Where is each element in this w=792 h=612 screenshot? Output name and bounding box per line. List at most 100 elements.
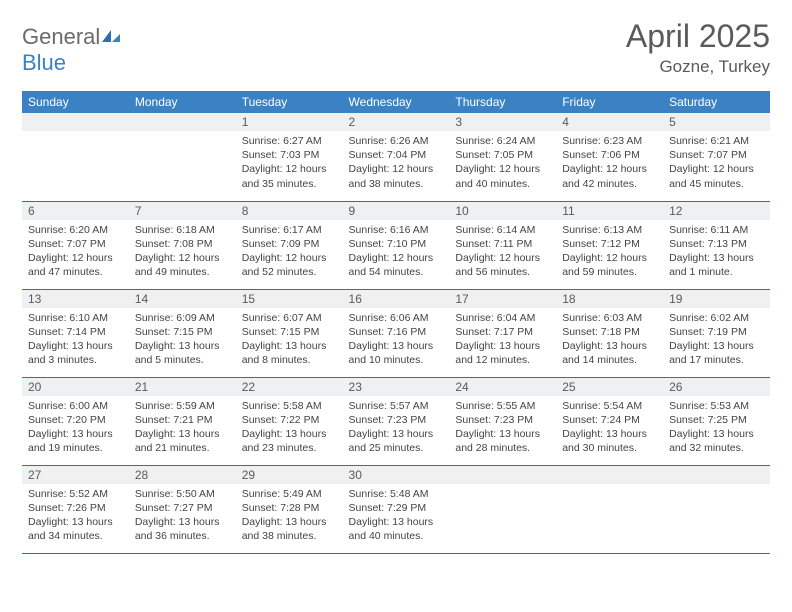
logo-sail-icon	[100, 28, 122, 44]
calendar-week-row: 27Sunrise: 5:52 AMSunset: 7:26 PMDayligh…	[22, 465, 770, 553]
day-number: 18	[556, 290, 663, 308]
calendar-week-row: 6Sunrise: 6:20 AMSunset: 7:07 PMDaylight…	[22, 201, 770, 289]
calendar-cell	[129, 113, 236, 201]
calendar-cell: 14Sunrise: 6:09 AMSunset: 7:15 PMDayligh…	[129, 289, 236, 377]
day-content: Sunrise: 6:27 AMSunset: 7:03 PMDaylight:…	[236, 131, 343, 195]
day-number: 23	[343, 378, 450, 396]
day-content: Sunrise: 6:06 AMSunset: 7:16 PMDaylight:…	[343, 308, 450, 372]
calendar-cell: 15Sunrise: 6:07 AMSunset: 7:15 PMDayligh…	[236, 289, 343, 377]
day-number: 13	[22, 290, 129, 308]
day-number-empty	[22, 113, 129, 131]
day-content: Sunrise: 6:26 AMSunset: 7:04 PMDaylight:…	[343, 131, 450, 195]
calendar-cell	[22, 113, 129, 201]
day-number: 29	[236, 466, 343, 484]
logo-text: GeneralBlue	[22, 24, 122, 76]
weekday-header: Wednesday	[343, 91, 450, 113]
day-number: 20	[22, 378, 129, 396]
day-content: Sunrise: 6:17 AMSunset: 7:09 PMDaylight:…	[236, 220, 343, 284]
day-content: Sunrise: 6:18 AMSunset: 7:08 PMDaylight:…	[129, 220, 236, 284]
weekday-header: Saturday	[663, 91, 770, 113]
title-block: April 2025 Gozne, Turkey	[626, 18, 770, 77]
calendar-cell: 2Sunrise: 6:26 AMSunset: 7:04 PMDaylight…	[343, 113, 450, 201]
day-number: 11	[556, 202, 663, 220]
day-number: 8	[236, 202, 343, 220]
day-content: Sunrise: 6:20 AMSunset: 7:07 PMDaylight:…	[22, 220, 129, 284]
day-number: 17	[449, 290, 556, 308]
day-number: 15	[236, 290, 343, 308]
calendar-cell: 18Sunrise: 6:03 AMSunset: 7:18 PMDayligh…	[556, 289, 663, 377]
logo-word2: Blue	[22, 50, 66, 75]
calendar-cell: 12Sunrise: 6:11 AMSunset: 7:13 PMDayligh…	[663, 201, 770, 289]
location: Gozne, Turkey	[626, 57, 770, 77]
calendar-cell: 13Sunrise: 6:10 AMSunset: 7:14 PMDayligh…	[22, 289, 129, 377]
day-number: 25	[556, 378, 663, 396]
calendar-cell: 6Sunrise: 6:20 AMSunset: 7:07 PMDaylight…	[22, 201, 129, 289]
calendar-cell: 22Sunrise: 5:58 AMSunset: 7:22 PMDayligh…	[236, 377, 343, 465]
calendar-cell: 25Sunrise: 5:54 AMSunset: 7:24 PMDayligh…	[556, 377, 663, 465]
day-number: 1	[236, 113, 343, 131]
weekday-header: Friday	[556, 91, 663, 113]
calendar-cell: 7Sunrise: 6:18 AMSunset: 7:08 PMDaylight…	[129, 201, 236, 289]
calendar-cell: 30Sunrise: 5:48 AMSunset: 7:29 PMDayligh…	[343, 465, 450, 553]
calendar-cell: 1Sunrise: 6:27 AMSunset: 7:03 PMDaylight…	[236, 113, 343, 201]
day-number: 22	[236, 378, 343, 396]
calendar-cell: 29Sunrise: 5:49 AMSunset: 7:28 PMDayligh…	[236, 465, 343, 553]
day-number: 24	[449, 378, 556, 396]
day-content: Sunrise: 6:04 AMSunset: 7:17 PMDaylight:…	[449, 308, 556, 372]
day-number: 9	[343, 202, 450, 220]
calendar-table: SundayMondayTuesdayWednesdayThursdayFrid…	[22, 91, 770, 554]
day-content: Sunrise: 6:14 AMSunset: 7:11 PMDaylight:…	[449, 220, 556, 284]
calendar-cell	[663, 465, 770, 553]
day-content: Sunrise: 6:00 AMSunset: 7:20 PMDaylight:…	[22, 396, 129, 460]
day-content: Sunrise: 5:59 AMSunset: 7:21 PMDaylight:…	[129, 396, 236, 460]
calendar-cell: 16Sunrise: 6:06 AMSunset: 7:16 PMDayligh…	[343, 289, 450, 377]
day-content: Sunrise: 6:16 AMSunset: 7:10 PMDaylight:…	[343, 220, 450, 284]
calendar-cell: 19Sunrise: 6:02 AMSunset: 7:19 PMDayligh…	[663, 289, 770, 377]
day-number: 4	[556, 113, 663, 131]
day-content: Sunrise: 5:50 AMSunset: 7:27 PMDaylight:…	[129, 484, 236, 548]
day-content: Sunrise: 5:58 AMSunset: 7:22 PMDaylight:…	[236, 396, 343, 460]
day-number-empty	[556, 466, 663, 484]
calendar-cell: 8Sunrise: 6:17 AMSunset: 7:09 PMDaylight…	[236, 201, 343, 289]
day-content: Sunrise: 5:48 AMSunset: 7:29 PMDaylight:…	[343, 484, 450, 548]
day-content: Sunrise: 5:54 AMSunset: 7:24 PMDaylight:…	[556, 396, 663, 460]
day-number: 26	[663, 378, 770, 396]
logo-word1: General	[22, 24, 100, 49]
weekday-header: Tuesday	[236, 91, 343, 113]
day-content: Sunrise: 6:03 AMSunset: 7:18 PMDaylight:…	[556, 308, 663, 372]
day-number: 30	[343, 466, 450, 484]
day-content: Sunrise: 6:07 AMSunset: 7:15 PMDaylight:…	[236, 308, 343, 372]
day-content: Sunrise: 6:13 AMSunset: 7:12 PMDaylight:…	[556, 220, 663, 284]
day-content: Sunrise: 5:55 AMSunset: 7:23 PMDaylight:…	[449, 396, 556, 460]
day-number: 10	[449, 202, 556, 220]
weekday-header: Monday	[129, 91, 236, 113]
day-number: 28	[129, 466, 236, 484]
day-number: 3	[449, 113, 556, 131]
day-content: Sunrise: 6:21 AMSunset: 7:07 PMDaylight:…	[663, 131, 770, 195]
calendar-cell: 26Sunrise: 5:53 AMSunset: 7:25 PMDayligh…	[663, 377, 770, 465]
calendar-week-row: 1Sunrise: 6:27 AMSunset: 7:03 PMDaylight…	[22, 113, 770, 201]
day-content: Sunrise: 6:10 AMSunset: 7:14 PMDaylight:…	[22, 308, 129, 372]
calendar-cell	[556, 465, 663, 553]
month-title: April 2025	[626, 18, 770, 55]
calendar-week-row: 20Sunrise: 6:00 AMSunset: 7:20 PMDayligh…	[22, 377, 770, 465]
calendar-cell: 24Sunrise: 5:55 AMSunset: 7:23 PMDayligh…	[449, 377, 556, 465]
day-number: 16	[343, 290, 450, 308]
day-content: Sunrise: 6:11 AMSunset: 7:13 PMDaylight:…	[663, 220, 770, 284]
day-content: Sunrise: 6:02 AMSunset: 7:19 PMDaylight:…	[663, 308, 770, 372]
calendar-cell: 28Sunrise: 5:50 AMSunset: 7:27 PMDayligh…	[129, 465, 236, 553]
day-number: 6	[22, 202, 129, 220]
weekday-header: Thursday	[449, 91, 556, 113]
calendar-week-row: 13Sunrise: 6:10 AMSunset: 7:14 PMDayligh…	[22, 289, 770, 377]
day-number: 7	[129, 202, 236, 220]
calendar-cell: 11Sunrise: 6:13 AMSunset: 7:12 PMDayligh…	[556, 201, 663, 289]
day-number-empty	[129, 113, 236, 131]
calendar-header-row: SundayMondayTuesdayWednesdayThursdayFrid…	[22, 91, 770, 113]
day-number: 19	[663, 290, 770, 308]
day-content: Sunrise: 5:53 AMSunset: 7:25 PMDaylight:…	[663, 396, 770, 460]
day-number: 12	[663, 202, 770, 220]
day-content: Sunrise: 6:24 AMSunset: 7:05 PMDaylight:…	[449, 131, 556, 195]
calendar-cell: 9Sunrise: 6:16 AMSunset: 7:10 PMDaylight…	[343, 201, 450, 289]
day-content: Sunrise: 6:09 AMSunset: 7:15 PMDaylight:…	[129, 308, 236, 372]
day-number-empty	[663, 466, 770, 484]
